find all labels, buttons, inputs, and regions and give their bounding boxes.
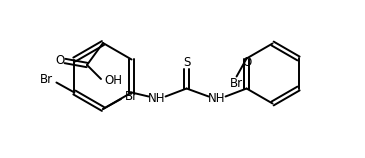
- Text: O: O: [242, 56, 251, 69]
- Text: Br: Br: [124, 89, 138, 103]
- Text: NH: NH: [208, 92, 225, 105]
- Text: OH: OH: [104, 73, 122, 86]
- Text: S: S: [183, 56, 190, 69]
- Text: Br: Br: [40, 73, 53, 86]
- Text: O: O: [55, 55, 65, 67]
- Text: NH: NH: [148, 92, 165, 105]
- Text: Br: Br: [230, 77, 243, 90]
